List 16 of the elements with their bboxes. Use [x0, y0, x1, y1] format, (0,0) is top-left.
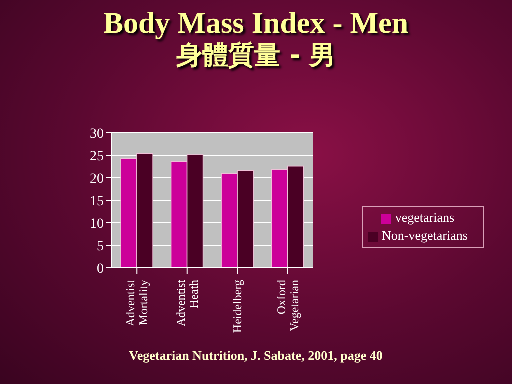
y-tick-label: 20 [90, 172, 104, 187]
y-tick-label: 15 [90, 194, 104, 210]
x-tick-label: Adventist Mortality [124, 279, 151, 327]
y-tick-label: 30 [90, 126, 104, 142]
legend-label: vegetarians [395, 210, 455, 225]
y-tick-label: 10 [90, 216, 104, 232]
y-tick-label: 5 [97, 239, 104, 254]
legend-label: Non-vegetarians [382, 228, 468, 243]
chart-subtitle: 身體質量 - 男 [176, 40, 336, 72]
x-tick-label: Oxford Vegetarian [274, 280, 302, 332]
chart-title: Body Mass Index - Men [102, 7, 410, 40]
y-tick-label: 0 [97, 262, 104, 277]
x-tick-label: Heidelberg [230, 280, 245, 334]
y-tick-label: 25 [90, 149, 104, 164]
text: Vegetarian Nutrition, J. Sabate, 2001, page 40 [128, 348, 384, 364]
x-tick-label: Adventist Heath [174, 279, 201, 327]
